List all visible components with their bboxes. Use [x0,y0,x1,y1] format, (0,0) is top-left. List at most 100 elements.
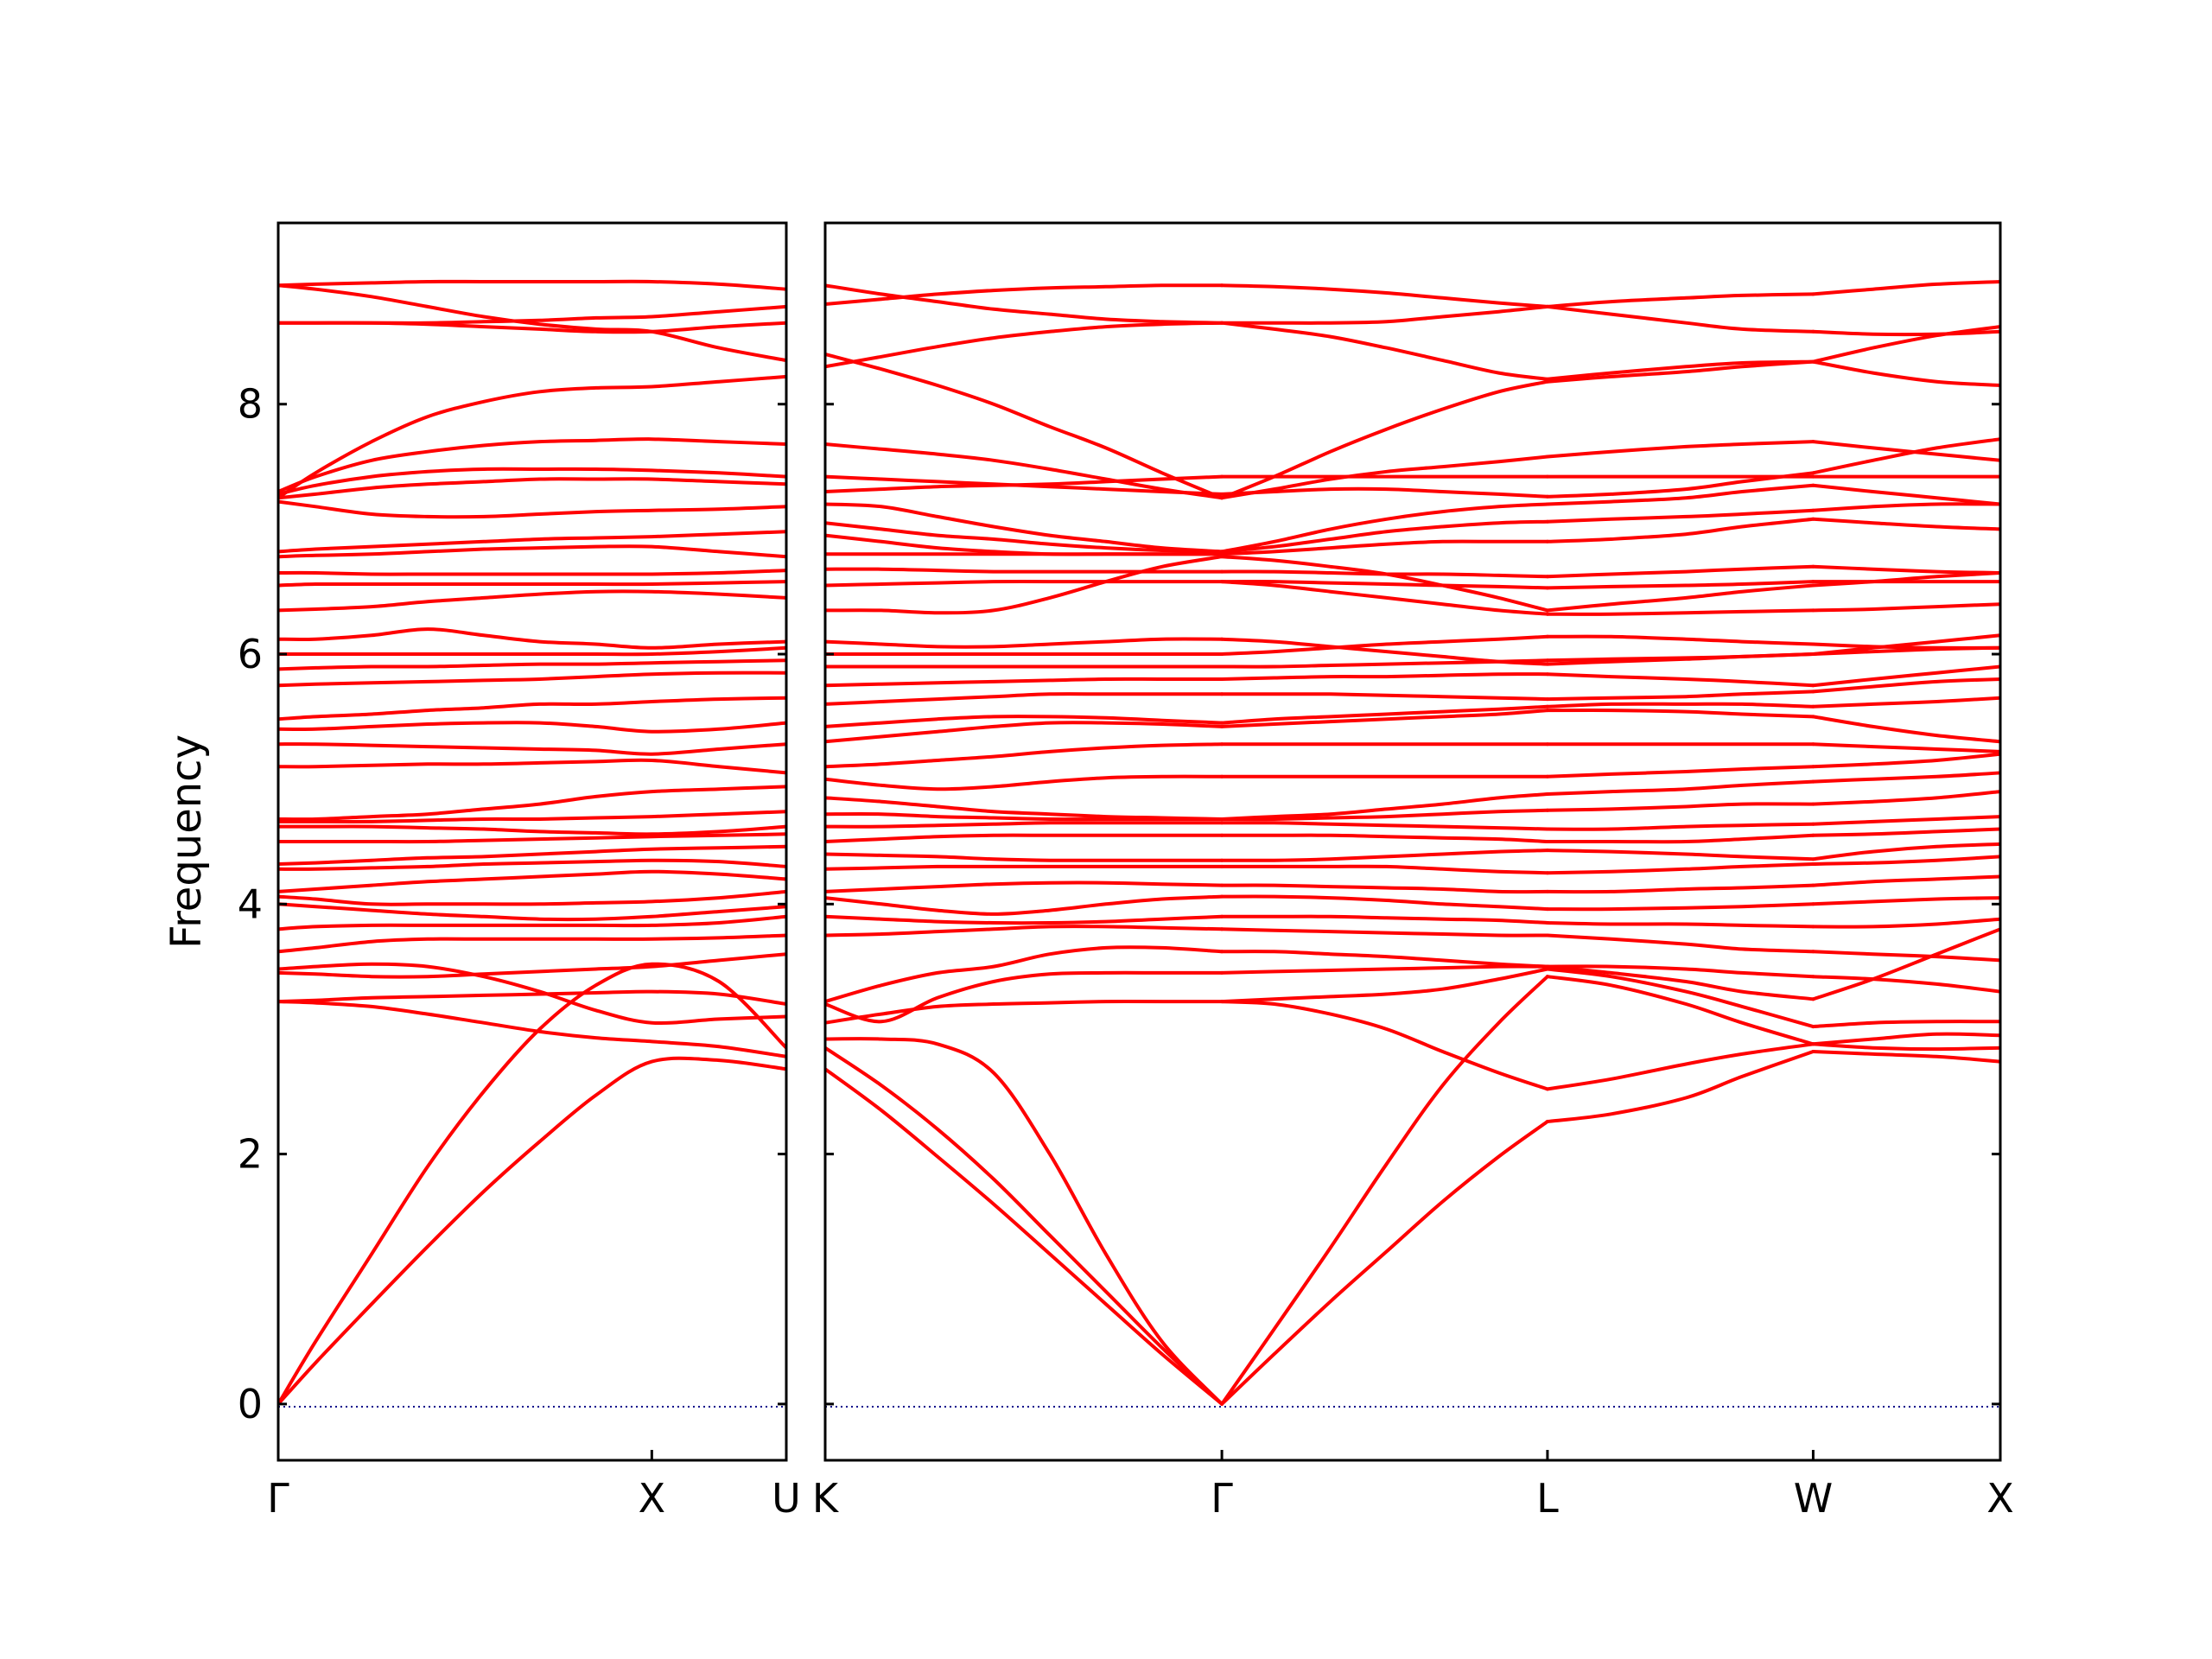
band-line-right-seg1-b29 [1220,539,1549,556]
band-line-right-seg3-b20 [1811,677,2000,694]
band-line-left-seg0-b3 [278,989,786,1006]
band-line-right-seg1-b19 [1220,704,1549,725]
band-line-right-seg2-b33 [1545,471,1815,499]
band-line-right-seg2-b31 [1545,483,1815,506]
band-line-right-seg3-b27 [1811,564,2000,575]
band-line-right-seg0-b35 [825,352,1224,500]
band-line-right-seg3-b23 [1811,642,2000,650]
y-tick-label: 4 [238,880,263,927]
band-line-right-seg3-b8 [1811,896,2000,906]
band-line-right-seg3-b28 [1811,571,2000,588]
band-line-right-seg3-b29 [1811,517,2000,531]
band-line-right-seg0-b10 [825,864,1224,871]
band-line-right-seg0-b7 [825,914,1224,925]
band-line-right-seg1-b9 [1220,883,1549,894]
band-line-left-seg0-b18 [278,742,786,756]
band-line-left-seg0-b16 [278,785,786,822]
band-line-right-seg1-b28 [1220,555,1549,613]
right-panel-frame [823,221,2002,1462]
band-line-left-seg0-b32 [278,467,786,496]
band-line-right-seg0-b33 [825,474,1224,496]
band-line-right-seg1-b30 [1220,519,1549,554]
band-line-left-seg0-b17 [278,758,786,775]
band-line-left-seg0-b0 [278,1056,786,1406]
band-line-right-seg3-b5 [1811,975,2000,994]
band-line-right-seg1-b34 [1220,454,1549,500]
band-line-right-seg2-b20 [1545,690,1815,702]
band-line-right-seg0-b12 [825,833,1224,843]
band-line-right-seg1-b23 [1220,634,1549,656]
band-line-left-seg0-b23 [278,645,786,657]
band-line-right-seg3-b1 [1811,1042,2000,1052]
band-line-right-seg1-b15 [1220,792,1549,821]
band-line-right-seg3-b21 [1811,664,2000,688]
band-line-right-seg2-b29 [1545,517,1815,543]
band-line-left-seg0-b22 [278,658,786,671]
band-line-right-seg0-b0 [825,1067,1224,1406]
band-line-right-seg3-b4 [1811,927,2000,1001]
band-line-right-seg3-b2 [1811,1032,2000,1046]
band-line-right-seg3-b33 [1811,437,2000,475]
band-line-right-seg1-b12 [1220,833,1549,843]
band-line-left-seg0-b25 [278,589,786,613]
band-line-right-seg0-b16 [825,774,1224,791]
x-tick-label-right: X [1986,1475,2014,1522]
band-line-right-seg1-b5 [1220,950,1549,969]
band-line-left-seg0-b4 [278,952,786,979]
band-line-right-seg2-b5 [1545,964,1815,979]
band-line-left-seg0-b2 [278,1000,786,1058]
band-line-right-seg2-b21 [1545,672,1815,688]
band-line-right-seg0-b37 [825,283,1224,306]
band-line-right-seg0-b26 [825,580,1224,588]
x-tick-label-right: L [1536,1475,1559,1522]
x-tick-label-right: K [812,1475,840,1522]
band-line-right-seg1-b36 [1220,304,1549,325]
band-line-right-seg0-b38 [825,283,1224,325]
band-line-right-seg2-b0 [1545,1050,1815,1123]
band-line-right-seg3-b31 [1811,483,2000,506]
band-line-left-seg0-b27 [278,569,786,576]
band-line-right-seg2-b35 [1545,359,1815,384]
x-tick-label-right: Γ [1211,1475,1233,1522]
band-line-right-seg2-b37 [1545,304,1815,334]
band-line-left-seg0-b20 [278,696,786,721]
band-line-right-seg1-b24 [1220,637,1549,666]
band-line-right-seg0-b17 [825,742,1224,769]
y-tick-label: 0 [238,1381,263,1427]
band-line-left-seg0-b21 [278,671,786,688]
band-line-right-seg2-b18 [1545,709,1815,719]
band-line-right-seg0-b13 [825,821,1224,829]
band-line-left-seg0-b19 [278,721,786,734]
left-panel-frame [276,221,788,1462]
band-line-right-seg3-b24 [1811,633,2000,656]
band-line-right-seg3-b16 [1811,752,2000,769]
band-line-right-seg2-b24 [1545,652,1815,666]
band-line-right-seg2-b3 [1545,967,1815,1029]
band-line-left-seg0-b14 [278,824,786,836]
band-line-right-seg3-b14 [1811,790,2000,806]
band-line-left-seg0-b15 [278,810,786,823]
band-line-right-seg1-b6 [1220,927,1549,938]
band-line-right-seg2-b36 [1545,292,1815,308]
band-line-right-seg0-b18 [825,721,1224,744]
band-line-right-seg1-b18 [1220,709,1549,728]
band-line-right-seg2-b9 [1545,883,1815,894]
band-line-right-seg3-b17 [1811,742,2000,753]
band-line-right-seg2-b15 [1545,779,1815,796]
band-line-left-seg0-b38 [278,279,786,291]
band-line-left-seg0-b33 [278,437,786,493]
band-line-right-seg2-b11 [1545,849,1815,861]
band-line-right-seg1-b13 [1220,821,1549,831]
band-line-right-seg0-b24 [825,637,1224,649]
band-line-left-seg0-b11 [278,858,786,871]
band-line-right-seg3-b36 [1811,280,2000,296]
x-tick-label-right: W [1794,1475,1833,1522]
y-tick-label: 8 [238,381,263,428]
band-line-right-seg2-b25 [1545,608,1815,616]
band-line-right-seg3-b13 [1811,815,2000,826]
band-line-right-seg1-b33 [1220,486,1549,499]
band-line-right-seg0-b5 [825,945,1224,1004]
band-line-right-seg3-b6 [1811,950,2000,963]
band-line-right-seg3-b3 [1811,1020,2000,1029]
